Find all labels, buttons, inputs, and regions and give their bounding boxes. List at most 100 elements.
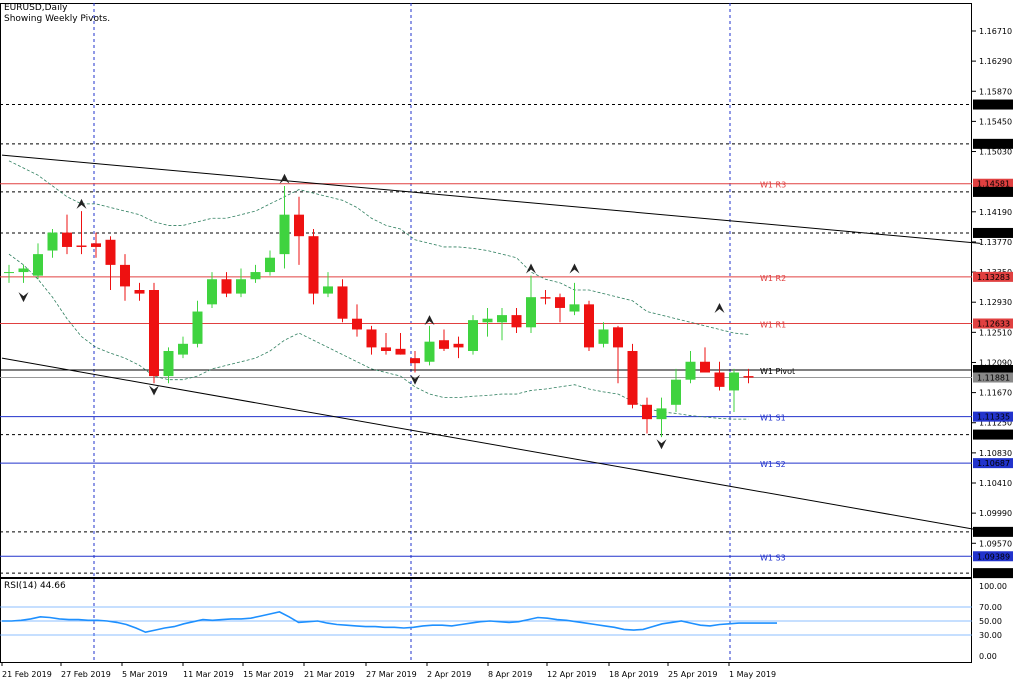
price-tick-label: 1.15450 [979, 117, 1012, 126]
level-price-box [973, 551, 1013, 562]
level-price-label: 1.14581 [977, 180, 1010, 189]
level-price-box [973, 138, 1013, 149]
price-tick-label: 1.12090 [979, 358, 1012, 367]
rsi-tick-label: 100.00 [979, 582, 1007, 591]
candle-body-bull [323, 286, 333, 294]
candle-body-bear [613, 327, 623, 348]
candle-body-bear [584, 304, 594, 348]
candle-body-bear [439, 340, 449, 349]
candle-body-bear [120, 264, 130, 287]
level-price-label: 1.09154 [977, 569, 1010, 578]
level-price-box [973, 411, 1013, 422]
level-price-label: 1.09389 [977, 552, 1010, 561]
candle-body-bull [526, 297, 536, 328]
trend-line [1, 154, 981, 244]
candle-body-bear [76, 245, 87, 247]
level-price-box [973, 429, 1013, 440]
level-price-box [973, 568, 1013, 579]
fractal-up-arrow [569, 263, 580, 274]
rsi-tick-label: 70.00 [979, 603, 1002, 612]
rsi-tick-label: 50.00 [979, 617, 1002, 626]
trend-line [1, 357, 981, 531]
level-name-label: W1 R1 [760, 321, 786, 330]
level-name-label: W1 S2 [760, 460, 786, 469]
candle-body-bull [598, 329, 609, 344]
price-tick-label: 1.16290 [979, 57, 1012, 66]
candle-body-bear [511, 315, 522, 328]
price-tick-label: 1.11250 [979, 419, 1012, 428]
price-tick-label: 1.12510 [979, 328, 1012, 337]
date-tick-label: 21 Mar 2019 [304, 670, 355, 679]
candle-body-bull [4, 272, 14, 274]
fractal-up-arrow [526, 263, 536, 274]
candle-body-bear [381, 347, 391, 351]
level-name-label: W1 R3 [760, 181, 786, 190]
price-tick-label: 1.16710 [979, 27, 1012, 36]
date-tick-label: 8 Apr 2019 [488, 670, 532, 679]
candle-body-bear [337, 286, 348, 319]
rsi-title: RSI(14) 44.66 [4, 581, 66, 591]
date-tick-label: 25 Apr 2019 [668, 670, 717, 679]
candle-body-bear [308, 236, 319, 294]
candle-body-bull [729, 372, 739, 391]
date-tick-label: 1 May 2019 [729, 670, 776, 679]
current-price-box [973, 372, 1013, 383]
level-price-label: 1.09729 [977, 528, 1010, 537]
envelope-lower-line [8, 253, 749, 420]
level-price-label: 1.11335 [977, 413, 1010, 422]
candle-body-bear [540, 297, 551, 299]
rsi-pane-frame [0, 578, 972, 663]
date-tick-label: 12 Apr 2019 [547, 670, 596, 679]
date-tick-label: 15 Mar 2019 [243, 670, 294, 679]
candle-body-bear [714, 372, 725, 387]
date-tick-label: 27 Feb 2019 [61, 670, 111, 679]
fractal-up-arrow [76, 198, 87, 209]
price-pane-frame [0, 3, 972, 578]
level-name-label: W1 Pivot [760, 367, 795, 376]
candle-body-bull [236, 279, 246, 294]
level-price-label: 1.14467 [977, 188, 1010, 197]
fractal-down-arrow [656, 439, 667, 450]
candle-body-bear [453, 343, 464, 348]
candle-body-bull [163, 350, 174, 377]
price-tick-label: 1.12930 [979, 298, 1012, 307]
level-price-box [973, 186, 1013, 197]
candle-body-bear [352, 318, 362, 330]
candle-body-bull [497, 315, 507, 323]
level-price-label: 1.12633 [977, 320, 1010, 329]
level-price-label: 1.15137 [977, 140, 1010, 149]
candle-body-bear [743, 376, 754, 378]
level-price-label: 1.13895 [977, 229, 1010, 238]
level-price-box [973, 227, 1013, 238]
candle-body-bear [221, 279, 232, 294]
level-price-box [973, 458, 1013, 469]
candle-body-bear [410, 358, 420, 364]
candle-body-bear [627, 350, 638, 405]
price-tick-label: 1.09990 [979, 509, 1012, 518]
candle-body-bear [91, 243, 101, 247]
level-name-label: W1 R2 [760, 274, 786, 283]
price-tick-label: 1.09570 [979, 539, 1012, 548]
rsi-line [2, 611, 777, 634]
candle-body-bull [569, 304, 580, 312]
rsi-tick-label: 30.00 [979, 631, 1002, 640]
candle-body-bull [279, 214, 290, 255]
candle-body-bull [18, 268, 29, 273]
candle-body-bull [47, 232, 58, 251]
price-tick-label: 1.10830 [979, 449, 1012, 458]
candle-body-bear [149, 290, 159, 377]
level-price-label: 1.15685 [977, 101, 1010, 110]
current-price-label: 1.11881 [977, 374, 1010, 383]
price-tick-label: 1.11670 [979, 389, 1012, 398]
candle-body-bear [700, 361, 710, 373]
level-price-label: 1.10687 [977, 459, 1010, 468]
candle-body-bull [656, 408, 667, 420]
candle-body-bear [642, 404, 652, 420]
level-price-box [973, 526, 1013, 537]
candle-body-bull [33, 254, 43, 276]
level-price-box [973, 178, 1013, 189]
level-price-box [973, 271, 1013, 282]
fractal-down-arrow [149, 385, 159, 396]
fractal-down-arrow [410, 374, 420, 385]
